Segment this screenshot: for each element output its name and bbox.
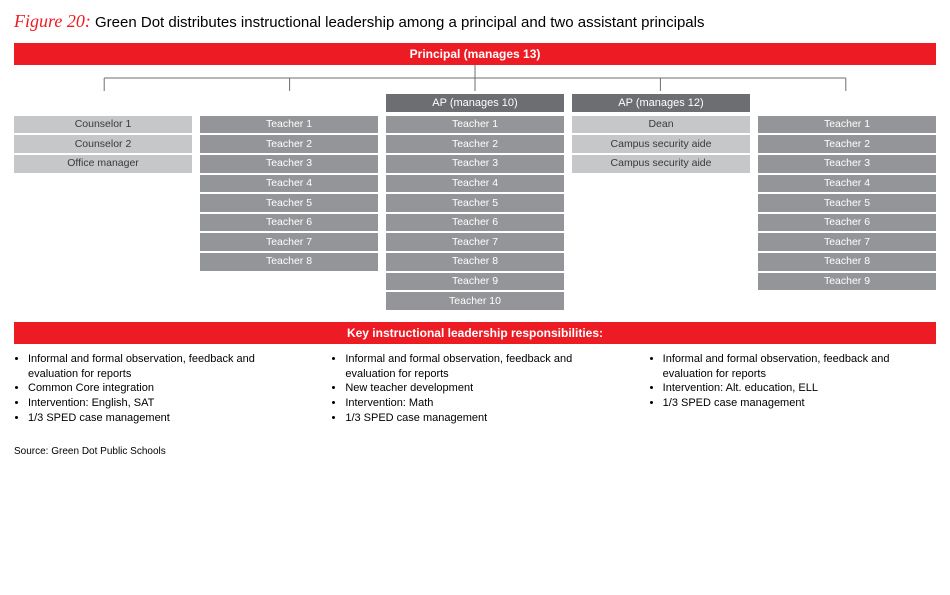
responsibility-column: Informal and formal observation, feedbac… — [14, 352, 301, 426]
responsibilities-title: Key instructional leadership responsibil… — [347, 326, 603, 340]
responsibility-column: Informal and formal observation, feedbac… — [649, 352, 936, 426]
principal-bar: Principal (manages 13) — [14, 43, 936, 65]
column-header: AP (manages 12) — [572, 94, 750, 112]
org-item: Teacher 1 — [200, 116, 378, 134]
org-item: Teacher 3 — [200, 155, 378, 173]
org-columns: Counselor 1Counselor 2 Office manager Teac… — [14, 94, 936, 310]
org-item: Office manager — [14, 155, 192, 173]
org-item: Dean — [572, 116, 750, 134]
org-item: Teacher 9 — [386, 273, 564, 291]
column-header: AP (manages 10) — [386, 94, 564, 112]
column-spacer — [758, 94, 936, 114]
org-item: Teacher 1 — [758, 116, 936, 134]
org-item: Teacher 4 — [386, 175, 564, 193]
org-item: Teacher 8 — [386, 253, 564, 271]
responsibility-item: Informal and formal observation, feedbac… — [663, 352, 936, 382]
responsibility-list: Informal and formal observation, feedbac… — [14, 352, 301, 426]
source-text: Source: Green Dot Public Schools — [14, 446, 936, 457]
org-item: Teacher 8 — [200, 253, 378, 271]
org-item: Teacher 9 — [758, 273, 936, 291]
responsibilities-columns: Informal and formal observation, feedbac… — [14, 352, 936, 426]
org-item: Counselor 1 — [14, 116, 192, 134]
responsibility-item: Common Core integration — [28, 381, 301, 396]
org-item: Teacher 3 — [758, 155, 936, 173]
org-item: Teacher 1 — [386, 116, 564, 134]
org-item: Teacher 4 — [200, 175, 378, 193]
responsibility-item: Intervention: Alt. education, ELL — [663, 381, 936, 396]
org-item: Teacher 6 — [200, 214, 378, 232]
org-item: Teacher 8 — [758, 253, 936, 271]
responsibility-item: Informal and formal observation, feedbac… — [28, 352, 301, 382]
responsibility-item: 1/3 SPED case management — [28, 411, 301, 426]
org-item: Teacher 4 — [758, 175, 936, 193]
principal-label: Principal (manages 13) — [410, 47, 541, 61]
org-column: AP (manages 10) Teacher 1Teacher 2 Teacher… — [386, 94, 564, 310]
org-column: Counselor 1Counselor 2 Office manager — [14, 94, 192, 310]
responsibility-item: 1/3 SPED case management — [345, 411, 618, 426]
org-item: Campus security aide — [572, 155, 750, 173]
org-item: Teacher 5 — [758, 194, 936, 212]
responsibility-list: Informal and formal observation, feedbac… — [331, 352, 618, 426]
org-item: Teacher 2 — [386, 135, 564, 153]
column-spacer — [200, 94, 378, 114]
org-item: Teacher 10 — [386, 292, 564, 310]
org-item: Teacher 3 — [386, 155, 564, 173]
responsibility-item: Informal and formal observation, feedbac… — [345, 352, 618, 382]
figure-title: Figure 20: Green Dot distributes instruc… — [14, 10, 936, 33]
org-item: Teacher 7 — [386, 233, 564, 251]
org-column: AP (manages 12)DeanCampus security aideC… — [572, 94, 750, 310]
org-item: Teacher 5 — [200, 194, 378, 212]
org-item: Teacher 6 — [758, 214, 936, 232]
org-column: Teacher 1Teacher 2Teacher 3Teacher 4Teac… — [758, 94, 936, 310]
responsibility-item: New teacher development — [345, 381, 618, 396]
figure-caption: Green Dot distributes instructional lead… — [95, 14, 705, 31]
responsibility-item: Intervention: English, SAT — [28, 396, 301, 411]
responsibility-list: Informal and formal observation, feedbac… — [649, 352, 936, 411]
org-item: Teacher 7 — [200, 233, 378, 251]
responsibility-column: Informal and formal observation, feedbac… — [331, 352, 618, 426]
column-spacer — [14, 94, 192, 114]
org-item: Teacher 2 — [200, 135, 378, 153]
org-item: Campus security aide — [572, 135, 750, 153]
org-item: Teacher 6 — [386, 214, 564, 232]
org-item: Counselor 2 — [14, 135, 192, 153]
org-column: Teacher 1Teacher 2Teacher 3Teacher 4Teac… — [200, 94, 378, 310]
org-item: Teacher 2 — [758, 135, 936, 153]
org-item: Teacher 7 — [758, 233, 936, 251]
figure-label: Figure 20: — [14, 11, 91, 31]
responsibility-item: 1/3 SPED case management — [663, 396, 936, 411]
responsibility-item: Intervention: Math — [345, 396, 618, 411]
org-item: Teacher 5 — [386, 194, 564, 212]
org-connectors — [14, 65, 936, 91]
responsibilities-bar: Key instructional leadership responsibil… — [14, 322, 936, 344]
